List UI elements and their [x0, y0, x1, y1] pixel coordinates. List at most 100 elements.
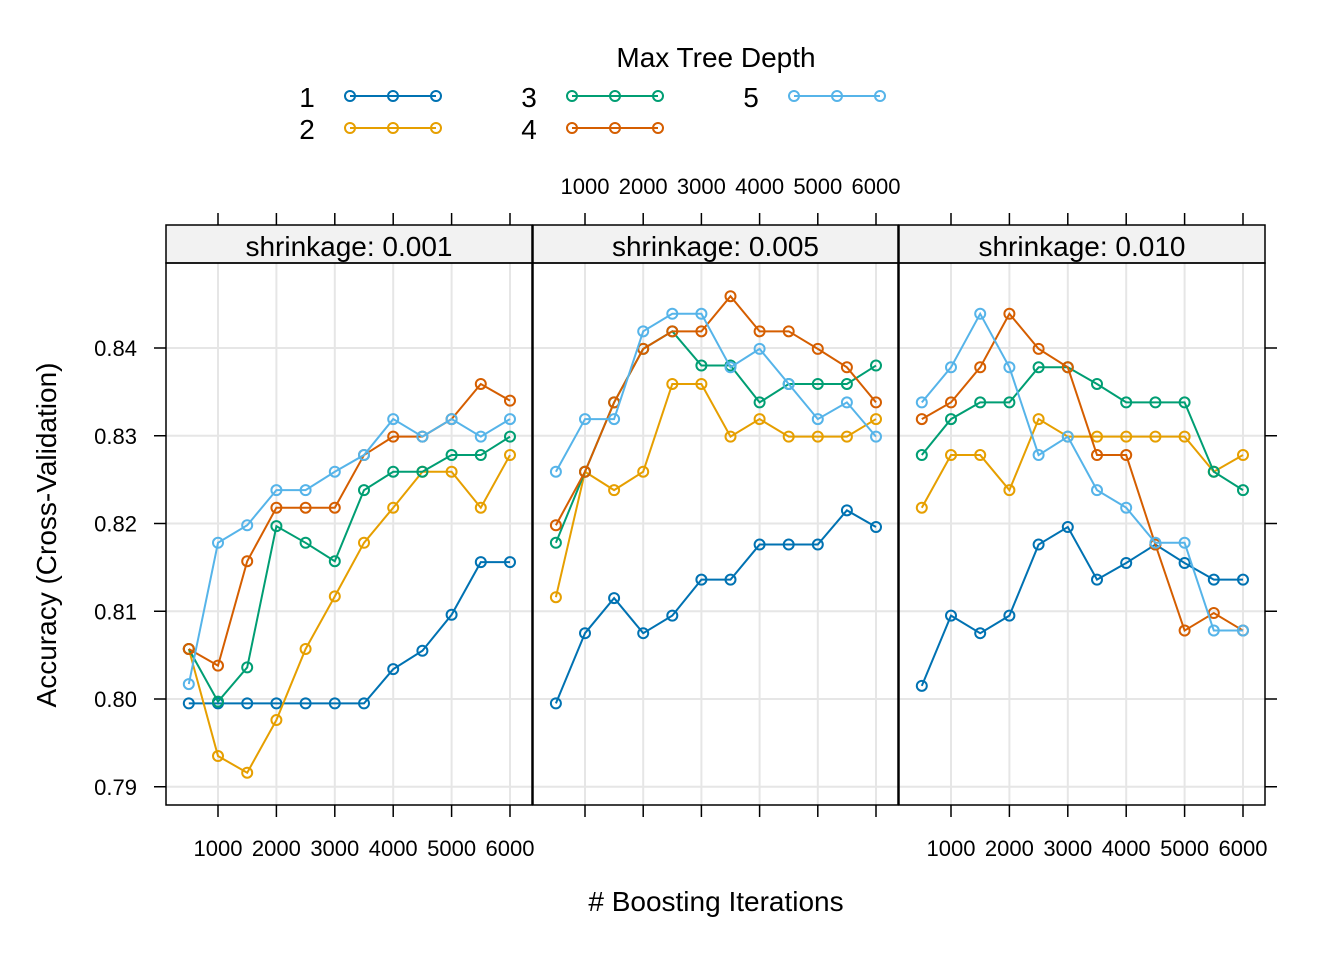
strip-1 [532, 224, 899, 264]
data-point-depth-5 [299, 484, 312, 497]
data-point-depth-3 [549, 536, 562, 549]
series-line-depth-1 [188, 561, 510, 705]
data-point-depth-4 [811, 342, 824, 355]
legend-marker-3 [652, 90, 664, 102]
data-point-depth-5 [1207, 624, 1220, 637]
data-point-depth-2 [387, 501, 400, 514]
series-line-depth-4 [188, 382, 511, 668]
data-point-depth-4 [666, 325, 679, 338]
data-point-depth-3 [241, 661, 254, 674]
data-point-depth-4 [974, 361, 987, 374]
panels: shrinkage: 0.001 shrinkage: 0.005 shrinkag… [165, 224, 1266, 806]
data-point-depth-3 [695, 359, 708, 372]
panel-0: shrinkage: 0.001 [165, 224, 533, 806]
data-point-depth-2 [811, 430, 824, 443]
legend-marker-1 [344, 90, 356, 102]
data-point-depth-5 [445, 413, 458, 426]
legend-marker-5 [874, 90, 886, 102]
data-point-depth-5 [915, 396, 928, 409]
series-line-depth-5 [555, 312, 877, 473]
data-point-depth-2 [270, 714, 283, 727]
data-point-depth-3 [915, 449, 928, 462]
data-point-depth-4 [212, 659, 224, 672]
data-point-depth-1 [695, 573, 708, 586]
data-point-depth-2 [1003, 484, 1016, 497]
data-point-depth-1 [915, 679, 928, 692]
data-point-depth-3 [811, 377, 824, 390]
data-point-depth-5 [1032, 449, 1045, 462]
legend-marker-5 [788, 90, 800, 102]
data-point-depth-2 [474, 501, 487, 514]
x-tick-label: 4000 [1102, 836, 1151, 861]
series-line-depth-1 [920, 525, 1243, 687]
data-point-depth-2 [608, 484, 621, 497]
data-point-depth-4 [474, 377, 487, 390]
data-point-depth-1 [608, 592, 621, 605]
x-tick-label: 5000 [793, 174, 842, 199]
series-line-depth-1 [554, 509, 877, 704]
legend-marker-1 [430, 90, 442, 102]
data-point-depth-3 [328, 555, 341, 568]
legend-marker-2 [430, 122, 442, 134]
data-point-depth-3 [840, 377, 853, 390]
legend-marker-4 [566, 122, 578, 134]
legend-marker-3 [566, 90, 578, 102]
data-point-depth-4 [945, 396, 957, 409]
data-point-depth-3 [474, 449, 487, 462]
panel-frame-2 [898, 262, 1266, 806]
data-point-depth-5 [840, 396, 853, 409]
data-point-depth-3 [212, 695, 224, 708]
x-tick-label: 2000 [252, 836, 301, 861]
x-tick-label: 5000 [427, 836, 476, 861]
data-point-depth-2 [1091, 430, 1103, 443]
legend-marker-5 [831, 90, 843, 102]
data-point-depth-1 [182, 697, 195, 710]
legend-marker-1 [387, 90, 399, 102]
legend: 12 34 5 [299, 82, 886, 145]
data-point-depth-2 [840, 430, 853, 443]
data-point-depth-2 [782, 430, 795, 443]
data-point-depth-3 [270, 520, 283, 533]
data-point-depth-3 [1207, 465, 1220, 478]
data-point-depth-4 [299, 501, 312, 514]
data-point-depth-1 [579, 627, 591, 640]
data-point-depth-5 [974, 307, 987, 320]
x-tick-label: 3000 [677, 174, 726, 199]
data-point-depth-2 [212, 750, 224, 763]
data-point-depth-2 [445, 465, 458, 478]
data-point-depth-2 [299, 642, 312, 655]
data-point-depth-4 [387, 430, 400, 443]
data-point-depth-3 [1120, 396, 1133, 409]
legend-label-4: 4 [521, 114, 537, 145]
data-point-depth-2 [549, 591, 562, 604]
data-point-depth-5 [666, 307, 679, 320]
data-point-depth-5 [358, 449, 370, 462]
legend-label-1: 1 [299, 82, 315, 113]
data-point-depth-4 [724, 290, 737, 303]
data-point-depth-4 [782, 325, 795, 338]
data-point-depth-3 [974, 396, 987, 409]
legend-label-3: 3 [521, 82, 537, 113]
data-point-depth-4 [840, 361, 853, 374]
data-point-depth-2 [637, 465, 650, 478]
x-tick-label: 4000 [735, 174, 784, 199]
data-point-depth-1 [1091, 573, 1103, 586]
legend-marker-4 [652, 122, 664, 134]
data-point-depth-5 [945, 361, 957, 374]
strip-label-0: shrinkage: 0.001 [245, 231, 452, 262]
data-point-depth-1 [241, 697, 254, 710]
data-point-depth-5 [416, 430, 429, 443]
x-tick-label: 2000 [985, 836, 1034, 861]
legend-marker-2 [344, 122, 356, 134]
data-point-depth-3 [1032, 361, 1045, 374]
legend-title: Max Tree Depth [616, 42, 815, 73]
strip-label-2: shrinkage: 0.010 [978, 231, 1185, 262]
data-point-depth-2 [358, 536, 370, 549]
data-point-depth-1 [840, 504, 853, 517]
data-point-depth-3 [445, 449, 458, 462]
data-point-depth-1 [1207, 573, 1220, 586]
data-point-depth-2 [753, 413, 766, 426]
x-axis-label: # Boosting Iterations [588, 886, 843, 917]
legend-marker-4 [609, 122, 621, 134]
